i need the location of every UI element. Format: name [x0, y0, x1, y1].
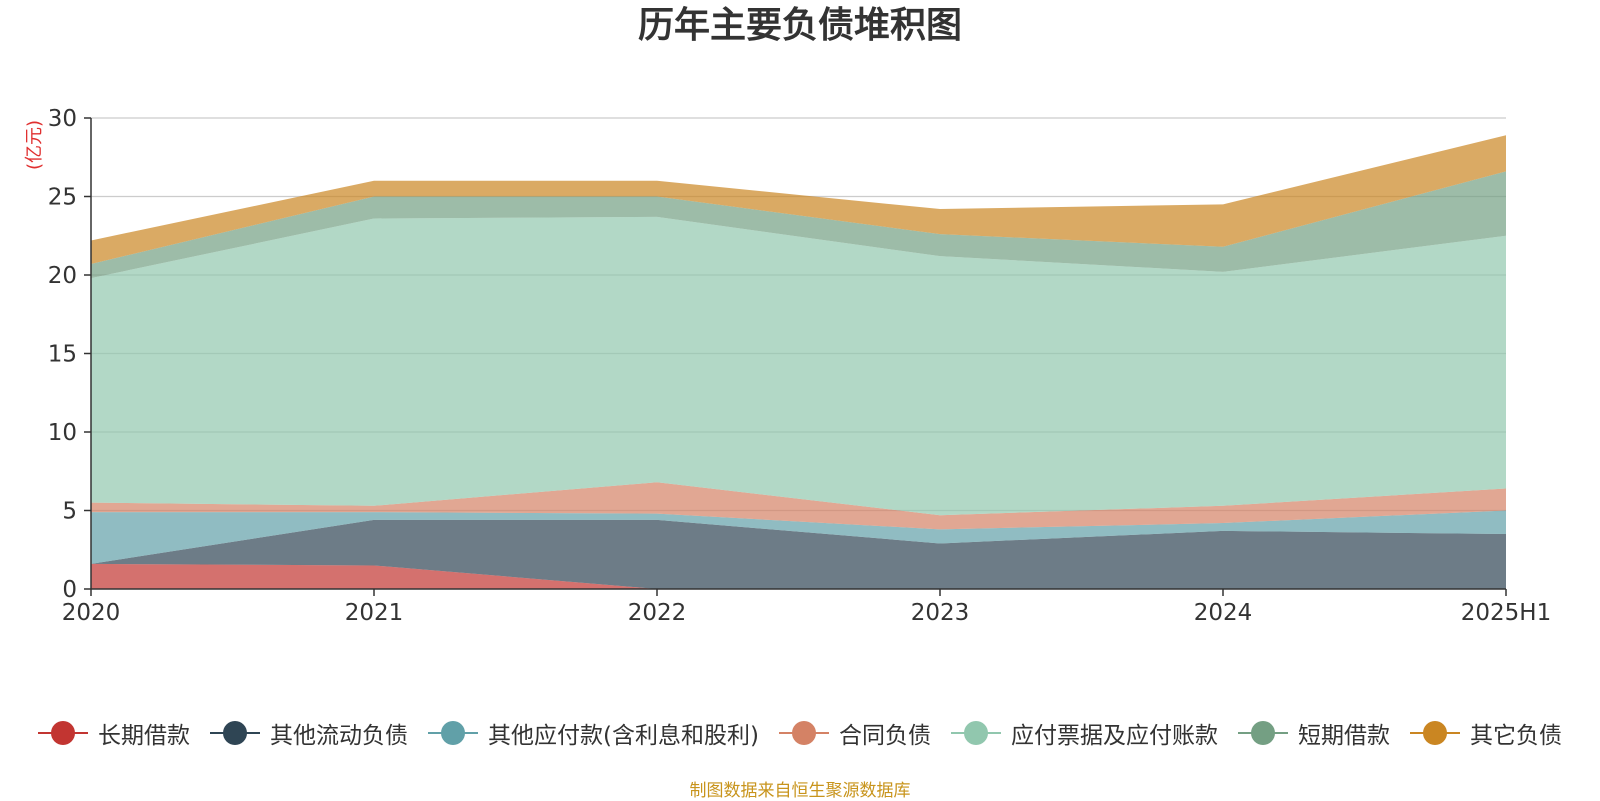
legend-marker-icon — [1237, 720, 1288, 746]
legend-item[interactable]: 短期借款 — [1237, 716, 1390, 750]
area-合同负债 — [91, 482, 1506, 530]
legend-item[interactable]: 合同负债 — [778, 716, 931, 750]
legend-item[interactable]: 其它负债 — [1409, 716, 1562, 750]
area-其他应付款(含利息和股利) — [91, 510, 1506, 564]
legend-marker-icon — [778, 720, 829, 746]
legend-marker-icon — [210, 720, 261, 746]
axes: 0 5 10 15 20 25 30 2020 2021 2022 2023 2024 2025H1 — [48, 106, 1552, 626]
legend-label: 应付票据及应付账款 — [1010, 723, 1218, 749]
legend-item[interactable]: 应付票据及应付账款 — [950, 716, 1218, 750]
area-应付票据及应付账款 — [91, 216, 1506, 516]
legend-marker-icon — [950, 720, 1001, 746]
stacked-area-chart: 0 5 10 15 20 25 30 2020 2021 2022 2023 2024 2025H1 — [48, 106, 1552, 626]
legend-label: 其他应付款(含利息和股利) — [488, 723, 759, 749]
y-tick-label: 20 — [48, 263, 77, 289]
x-tick-label: 2025H1 — [1461, 600, 1551, 626]
y-tick-label: 0 — [62, 577, 77, 603]
legend-label: 其他流动负债 — [270, 723, 409, 749]
legend-item[interactable]: 其他应付款(含利息和股利) — [428, 716, 759, 750]
legend-label: 长期借款 — [98, 723, 191, 749]
area-长期借款 — [91, 563, 1506, 589]
x-tick-label: 2023 — [911, 600, 970, 626]
legend-label: 短期借款 — [1297, 723, 1390, 749]
legend-item[interactable]: 长期借款 — [38, 716, 190, 750]
legend-marker-icon — [1409, 720, 1460, 746]
legend-marker-icon — [38, 720, 89, 746]
y-tick-label: 10 — [48, 420, 77, 446]
area-短期借款 — [91, 171, 1506, 279]
area-其他流动负债 — [91, 519, 1506, 589]
x-tick-label: 2021 — [345, 600, 404, 626]
y-tick-label: 5 — [62, 499, 77, 525]
area-series — [91, 135, 1506, 589]
y-tick-label: 15 — [48, 342, 77, 368]
data-source-footer: 制图数据来自恒生聚源数据库 — [689, 781, 911, 801]
y-tick-label: 25 — [48, 185, 77, 211]
x-tick-label: 2024 — [1194, 600, 1253, 626]
x-tick-label: 2022 — [628, 600, 687, 626]
y-tick-label: 30 — [48, 106, 77, 132]
chart-title: 历年主要负债堆积图 — [637, 5, 962, 46]
legend-item[interactable]: 其他流动负债 — [210, 716, 408, 750]
legend: 长期借款 其他流动负债 其他应付款(含利息和股利) 合同负债 应付票据及应付账款 短期借款… — [0, 716, 1600, 750]
legend-label: 其它负债 — [1469, 723, 1562, 749]
legend-marker-icon — [428, 720, 479, 746]
legend-label: 合同负债 — [838, 723, 931, 749]
area-其它负债 — [91, 135, 1506, 265]
x-tick-label: 2020 — [62, 600, 121, 626]
